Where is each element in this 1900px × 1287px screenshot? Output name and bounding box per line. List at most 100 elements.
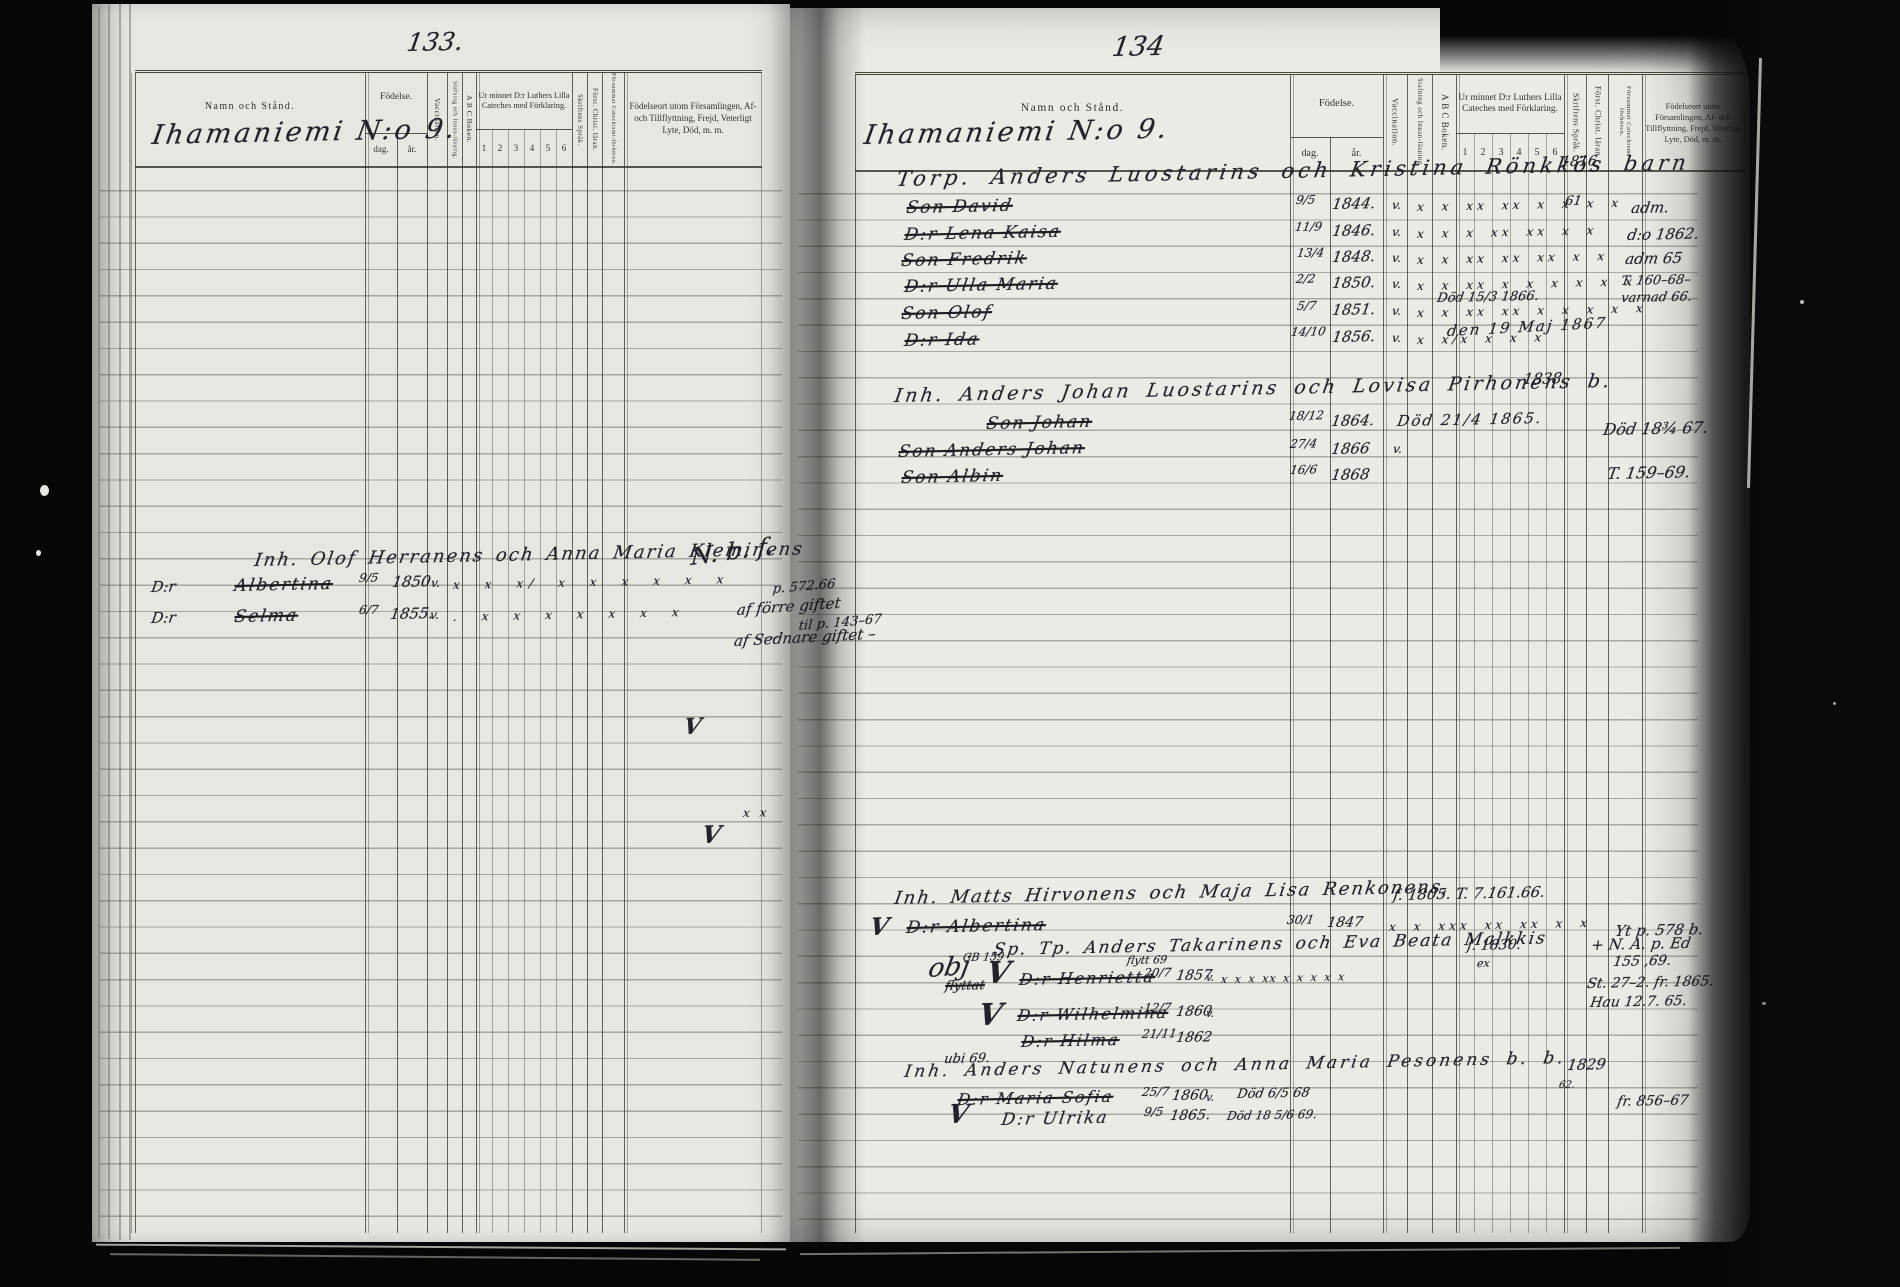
grade-col-5: 5 <box>545 143 551 153</box>
col-header-name: Namn och Stånd. <box>204 100 296 112</box>
entry-birth-year: 1850. <box>1331 273 1377 292</box>
entry-birth-day: 9/5 <box>358 570 380 585</box>
page-number-left: 133. <box>405 26 466 57</box>
entry-birth-day: 12/7 <box>1143 1000 1173 1015</box>
entry-birth-day: 30/1 <box>1286 912 1316 927</box>
village-title: Ihamaniemi N:o 9. <box>150 113 460 151</box>
entry-birth-year: 1844. <box>1331 194 1377 213</box>
entry-prefix: D:r <box>150 608 178 627</box>
page-bottom-edge <box>96 1243 786 1251</box>
entry-birth-day: 9/5 <box>1295 192 1317 207</box>
entry-grade-marks: x x x xx x x x x x <box>1220 970 1347 986</box>
remark-note: Död 18¾ 67. <box>1602 417 1710 439</box>
entry-name: D:r Henrietta <box>1018 967 1157 989</box>
margin-year-note: 1829 <box>1566 1055 1608 1074</box>
entry-birth-year: 1862 <box>1175 1029 1214 1046</box>
grade-col-1: 1 <box>1462 146 1468 158</box>
entry-birth-day: 9/5 <box>1143 1104 1165 1119</box>
entry-birth-day: 6/7 <box>358 602 380 617</box>
remark-note: T. 159–69. <box>1606 462 1692 483</box>
entry-prefix: D:r <box>150 577 178 596</box>
col-header-scripture: Skriftens Språk. <box>1571 92 1581 153</box>
entry-birth-year: 1856. <box>1331 327 1377 346</box>
entry-birth-day: 5/7 <box>1296 298 1318 313</box>
remark-note: + N. A. p. Ed <box>1590 933 1693 954</box>
entry-birth-year: 1855. <box>389 604 435 623</box>
remark-note: St. 27–2. fr. 1865. <box>1586 973 1715 992</box>
grade-col-1: 1 <box>481 143 487 153</box>
remark-note: adm 65 <box>1624 248 1684 268</box>
grade-col-6: 6 <box>1552 146 1558 158</box>
grade-col-4: 4 <box>1516 146 1522 158</box>
left-page-paper <box>92 4 790 1242</box>
remark-note: d:o 1862. <box>1626 224 1701 244</box>
entry-name: Son Johan <box>985 411 1094 434</box>
col-header-catechism: Ur minnet D:r Luthers Lilla Cateches med… <box>478 91 570 110</box>
col-header-year: år. <box>1351 147 1362 159</box>
entry-birth-day: 2/2 <box>1295 271 1317 286</box>
remark-note: adm. <box>1630 198 1671 217</box>
entry-name: D:r Ulla Maria <box>903 273 1060 297</box>
col-header-catechism: Ur minnet D:r Luthers Lilla Cateches med… <box>1458 93 1562 114</box>
remark-note: fr. 856–67 <box>1616 1092 1690 1110</box>
margin-note: 62. <box>1558 1079 1576 1091</box>
entry-name: D:r Lena Kaisa <box>903 221 1063 245</box>
entry-birth-day: 20/7 <box>1143 965 1173 980</box>
left-page-ruled-lines <box>100 165 782 1225</box>
entry-name: Son Olof <box>900 302 994 324</box>
entry-name: Albertina <box>233 573 335 596</box>
col-header-name: Namn och Stånd. <box>1020 102 1125 114</box>
entry-name: Selma <box>233 605 300 627</box>
remark-note: T. 160–68– <box>1620 272 1692 289</box>
stray-cross-marks: x x <box>742 805 771 820</box>
entry-birth-day: 25/7 <box>1141 1084 1171 1099</box>
left-page-table: Namn och Stånd. Födelse. dag. år. Vaccin… <box>131 70 762 1233</box>
remark-note: 155 ,69. <box>1612 952 1673 970</box>
col-header-day: dag. <box>1301 147 1319 159</box>
page-stack-edge <box>108 5 110 1239</box>
entry-birth-year: 1847 <box>1326 914 1365 931</box>
entry-name: D:r Ulrika <box>1000 1107 1111 1130</box>
grade-col-5: 5 <box>1534 146 1540 158</box>
col-header-abc: A B C Boken. <box>465 95 475 144</box>
col-header-year: år. <box>407 144 417 154</box>
grade-col-2: 2 <box>497 143 503 153</box>
entry-birth-day: 11/9 <box>1294 219 1324 234</box>
col-header-missed: Försummat Catechismi-förhören. <box>610 73 617 166</box>
entry-name: Son Albin <box>900 465 1005 488</box>
family-header-note: f. 1805. T. 7.161.66. <box>1392 882 1547 904</box>
entry-birth-day: 27/4 <box>1289 436 1319 451</box>
entry-birth-year: 1864. <box>1330 411 1376 430</box>
page-number-right: 134 <box>1110 30 1167 63</box>
col-header-scripture: Skriftens Språk. <box>576 93 584 146</box>
col-header-doctrine: Först. Christ. läran. <box>591 87 599 152</box>
entry-name: D:r Hilma <box>1020 1029 1122 1051</box>
col-header-missed: Försummat Catechismi-förhören. <box>1618 85 1633 160</box>
col-header-abc: A B C Boken. <box>1439 94 1450 151</box>
entry-birth-day: 13/4 <box>1296 245 1326 260</box>
scan-speck <box>1800 300 1804 304</box>
page-bottom-edge <box>800 1246 1680 1256</box>
scan-speck <box>1762 1002 1766 1005</box>
col-header-remarks: Födelseort utom Församlingen, Af- och Ti… <box>1645 102 1741 144</box>
entry-birth-day: 14/10 <box>1290 324 1327 339</box>
family-header-note: ex <box>1476 956 1491 970</box>
page-stack-edge <box>119 4 121 1240</box>
entry-birth-year: 1860 <box>1171 1087 1210 1104</box>
entry-name: D:r Albertina <box>905 915 1048 938</box>
col-header-vaccination: Vaccination. <box>1390 98 1401 147</box>
col-header-vaccination: Vaccination. <box>433 97 443 142</box>
death-note: Död 18 5/6 69. <box>1226 1107 1319 1123</box>
family-header-note: f. 1830. <box>1466 936 1523 954</box>
col-header-birth: Födelse. <box>1318 97 1355 109</box>
col-header-birth: Födelse. <box>380 92 412 102</box>
entry-birth-year: 1848. <box>1331 247 1377 266</box>
death-note: Död 21/4 1865. <box>1396 408 1545 430</box>
scan-speck <box>36 550 41 556</box>
scan-speck <box>1833 702 1836 705</box>
entry-name: Son Anders Johan <box>897 438 1087 462</box>
village-title: Ihamaniemi N:o 9. <box>862 113 1172 151</box>
remark-note: Hau 12.7. 65. <box>1589 992 1689 1011</box>
death-note: Död 6/5 68 <box>1236 1085 1311 1102</box>
